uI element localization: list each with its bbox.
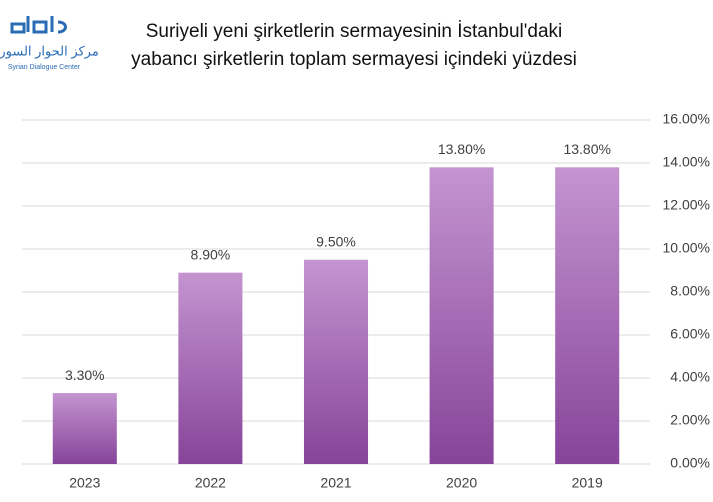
y-tick-label: 12.00%	[663, 197, 710, 213]
x-tick-label: 2022	[195, 475, 226, 491]
x-tick-label: 2020	[446, 475, 477, 491]
y-tick-label: 14.00%	[663, 154, 710, 170]
data-label: 13.80%	[438, 141, 485, 157]
x-tick-label: 2021	[320, 475, 351, 491]
data-label: 13.80%	[563, 141, 610, 157]
chart-title: yabancı şirketlerin toplam sermayesi içi…	[131, 49, 577, 70]
bar	[178, 272, 243, 464]
y-tick-label: 16.00%	[663, 111, 710, 127]
logo-mark	[10, 16, 67, 34]
bar	[303, 259, 369, 464]
logo: مركز الحوار السوري Syrian Dialogue Cente…	[0, 16, 99, 71]
y-tick-label: 0.00%	[670, 455, 710, 471]
y-tick-label: 6.00%	[670, 326, 710, 342]
chart-title: Suriyeli yeni şirketlerin sermayesinin İ…	[146, 21, 563, 42]
bar	[429, 167, 494, 465]
bar	[52, 393, 117, 464]
x-tick-label: 2019	[572, 475, 603, 491]
y-tick-label: 10.00%	[663, 240, 710, 256]
y-tick-label: 8.00%	[670, 283, 710, 299]
y-tick-label: 4.00%	[670, 369, 710, 385]
data-label: 8.90%	[191, 246, 231, 262]
x-tick-label: 2023	[69, 475, 100, 491]
y-tick-label: 2.00%	[670, 412, 710, 428]
data-label: 3.30%	[65, 367, 105, 383]
logo-arabic: مركز الحوار السوري	[0, 43, 99, 59]
bar	[555, 167, 620, 465]
logo-english: Syrian Dialogue Center	[8, 64, 81, 71]
data-label: 9.50%	[316, 233, 356, 249]
